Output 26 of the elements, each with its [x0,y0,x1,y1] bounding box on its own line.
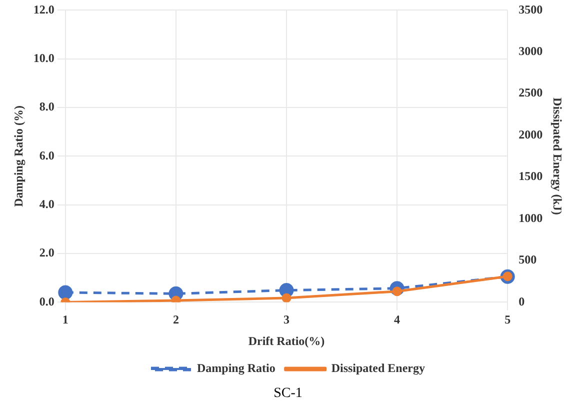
y-tick-label: 12.0 [33,2,54,16]
y2-tick-label: 2500 [518,86,543,100]
legend-label: Damping Ratio [196,361,276,376]
x-tick-label: 5 [504,312,511,326]
legend-label: Dissipated Energy [331,361,426,376]
y-tick-label: 6.0 [39,148,54,162]
y-tick-label: 8.0 [39,100,54,114]
y2-axis-title: Dissipated Energy (kJ) [550,98,565,215]
y2-tick-label: 500 [518,252,537,267]
x-tick-label: 4 [394,312,400,326]
text: SC-1 [272,386,304,402]
y-tick-label: 4.0 [39,196,54,211]
y-tick-label: 0.0 [39,294,54,308]
y-tick-label: 2.0 [39,246,54,260]
y2-tick-label: 0 [518,294,525,308]
x-tick-label: 1 [62,312,68,326]
y2-tick-label: 3000 [518,44,543,58]
y-axis-title: Damping Ratio (%) [11,106,26,207]
y2-tick-label: 2000 [518,127,543,142]
x-axis-title: Drift Ratio(%) [248,334,325,348]
x-tick-label: 2 [172,312,179,326]
y2-tick-label: 1500 [518,169,543,184]
x-tick-label: 3 [284,312,290,326]
y2-tick-label: 3500 [518,2,543,16]
y-tick-label: 10.0 [33,50,54,65]
y2-tick-label: 1000 [518,210,543,225]
